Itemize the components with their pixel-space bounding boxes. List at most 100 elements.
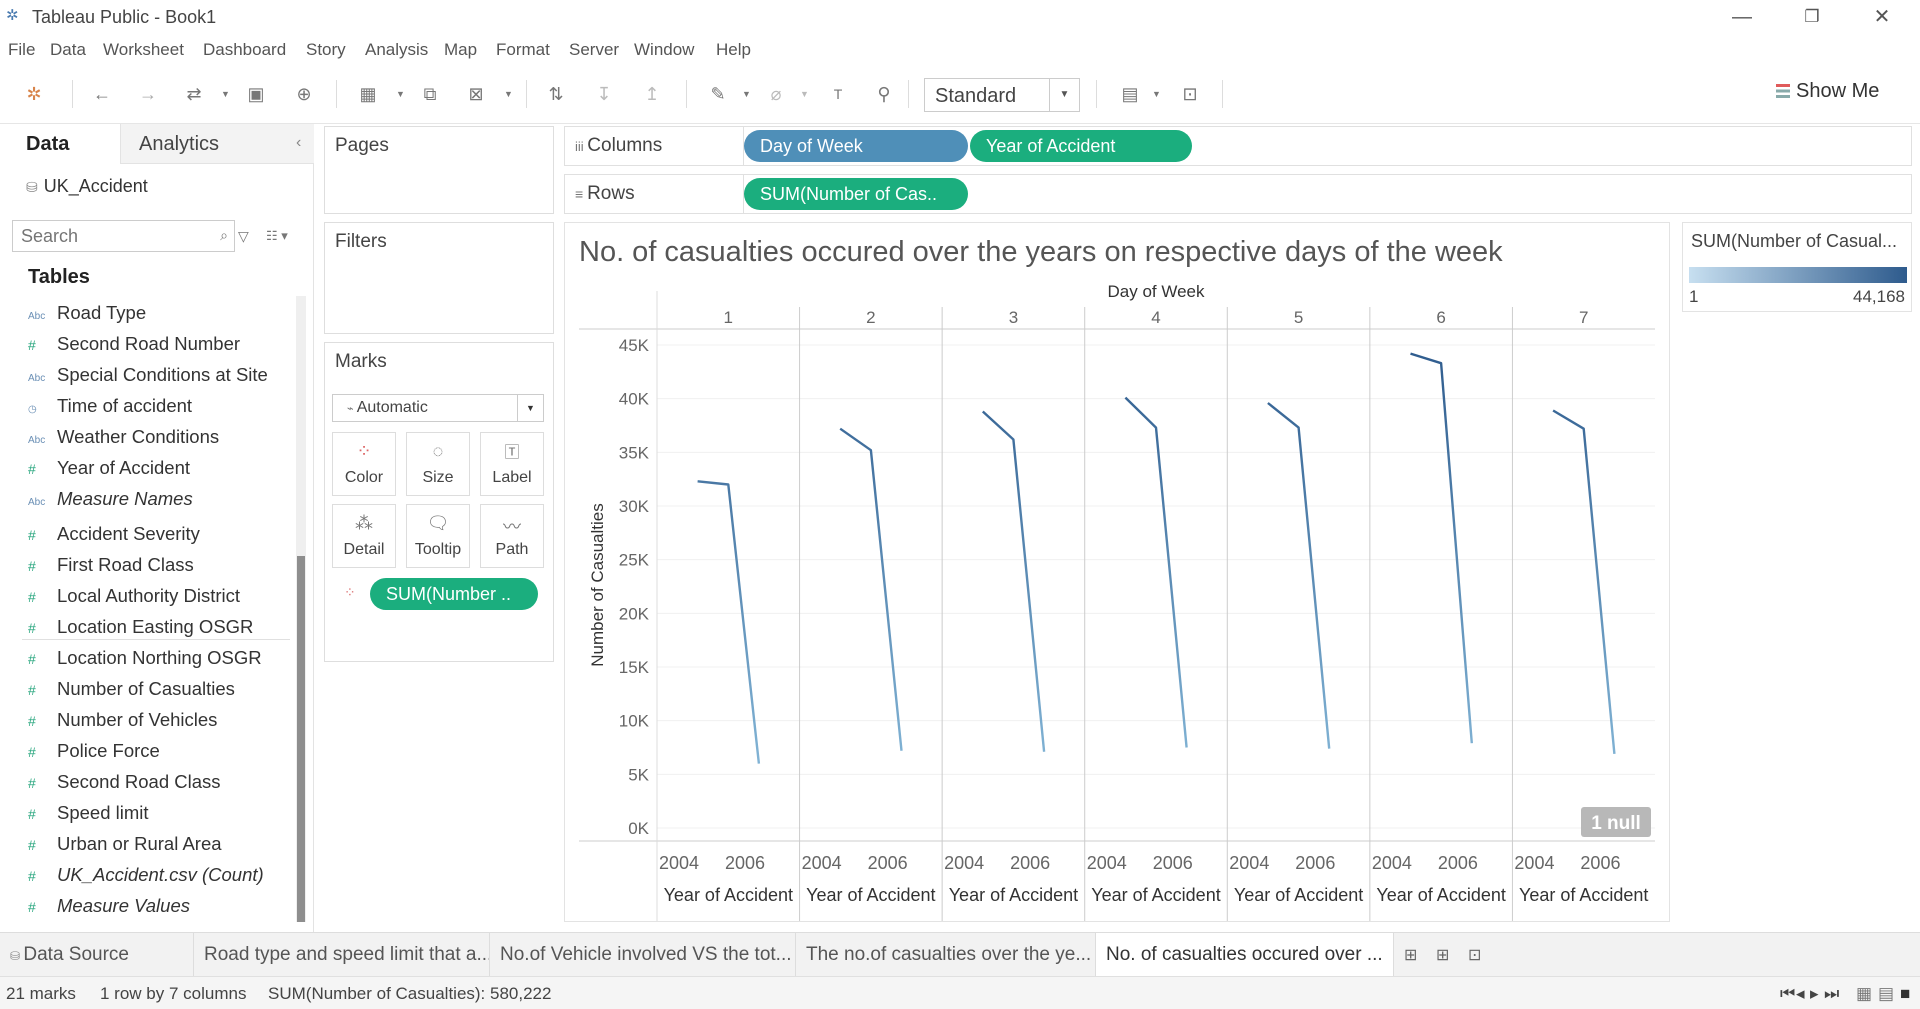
field-item[interactable]: Abc Road Type: [28, 298, 146, 328]
sheet-tab[interactable]: The no.of casualties over the ye...: [796, 933, 1096, 977]
chevron-down-icon[interactable]: ▼: [742, 89, 751, 99]
close-button[interactable]: ✕: [1873, 6, 1891, 28]
search-input[interactable]: [13, 221, 193, 251]
save-icon[interactable]: ▣: [247, 84, 265, 104]
nav-next-icon[interactable]: ▸: [1810, 984, 1819, 1003]
chevron-down-icon[interactable]: ▼: [504, 89, 513, 99]
marks-color-pill[interactable]: SUM(Number ..: [370, 578, 538, 610]
menu-window[interactable]: Window: [634, 40, 695, 59]
show-cards-icon[interactable]: ▤: [1121, 84, 1139, 104]
field-item[interactable]: # Number of Casualties: [28, 674, 235, 704]
sheet-tab[interactable]: No.of Vehicle involved VS the tot...: [490, 933, 796, 977]
presentation-mode-icon[interactable]: ⊡: [1182, 84, 1198, 104]
tableau-home-icon[interactable]: ✲: [26, 84, 42, 104]
view-options-icon[interactable]: ☷ ▾: [266, 228, 288, 243]
menu-story[interactable]: Story: [306, 40, 346, 59]
menu-dashboard[interactable]: Dashboard: [203, 40, 287, 59]
label-button[interactable]: 🅃 Label: [480, 432, 544, 496]
show-me-button[interactable]: Show Me: [1776, 80, 1879, 108]
group-members-icon[interactable]: ⌀: [770, 84, 782, 104]
redo-icon[interactable]: →: [139, 84, 157, 104]
search-field[interactable]: ⌕: [12, 220, 235, 252]
chevron-down-icon[interactable]: ▼: [1152, 89, 1161, 99]
nav-prev-icon[interactable]: ◂: [1796, 984, 1805, 1003]
field-item[interactable]: # Speed limit: [28, 798, 149, 828]
tab-data[interactable]: Data: [0, 124, 120, 164]
menu-data[interactable]: Data: [50, 40, 86, 59]
field-item[interactable]: Abc Weather Conditions: [28, 422, 219, 452]
column-pill-day-of-week[interactable]: Day of Week: [744, 130, 968, 162]
sort-descending-icon[interactable]: ↥: [644, 84, 660, 104]
duplicate-sheet-icon[interactable]: ⧉: [423, 84, 437, 104]
new-worksheet-icon[interactable]: ▦: [359, 84, 377, 104]
swap-rows-columns-icon[interactable]: ⇅: [548, 84, 564, 104]
field-item[interactable]: # Second Road Class: [28, 767, 221, 797]
collapse-pane-icon[interactable]: ‹: [296, 134, 302, 151]
field-item[interactable]: # Local Authority District: [28, 581, 240, 611]
mark-type-select[interactable]: ⌁ Automatic ▼: [332, 394, 544, 422]
nav-last-icon[interactable]: ⏭: [1824, 984, 1840, 1003]
chevron-down-icon[interactable]: ▼: [800, 89, 809, 99]
sheet-tab-active[interactable]: No. of casualties occured over ...: [1096, 933, 1394, 977]
field-item[interactable]: # Year of Accident: [28, 453, 190, 483]
menu-format[interactable]: Format: [496, 40, 550, 59]
size-button[interactable]: ◌ Size: [406, 432, 470, 496]
highlight-icon[interactable]: ✎: [710, 84, 726, 104]
sheet-tab[interactable]: Road type and speed limit that a...: [194, 933, 490, 977]
filmstrip-view-icon[interactable]: ▤: [1878, 984, 1895, 1003]
new-dashboard-icon[interactable]: ⊞: [1436, 947, 1450, 964]
tooltip-button[interactable]: 🗨 Tooltip: [406, 504, 470, 568]
field-item[interactable]: # Urban or Rural Area: [28, 829, 222, 859]
pages-card[interactable]: Pages: [324, 126, 554, 214]
chevron-down-icon[interactable]: ▼: [221, 89, 230, 99]
field-item[interactable]: ◷ Time of accident: [28, 391, 192, 421]
sort-ascending-icon[interactable]: ↧: [596, 84, 612, 104]
field-item[interactable]: # Second Road Number: [28, 329, 240, 359]
detail-button[interactable]: ⁂ Detail: [332, 504, 396, 568]
menu-file[interactable]: File: [8, 40, 36, 59]
chevron-down-icon[interactable]: ▼: [1049, 79, 1079, 111]
filter-icon[interactable]: ▽: [238, 228, 249, 244]
datasource-item[interactable]: ⛁ UK_Accident: [26, 176, 148, 197]
menu-server[interactable]: Server: [569, 40, 620, 59]
new-story-icon[interactable]: ⊡: [1468, 947, 1482, 964]
fix-axes-icon[interactable]: ⚲: [877, 84, 891, 104]
scrollbar-thumb[interactable]: [297, 556, 305, 922]
color-legend[interactable]: SUM(Number of Casual... 1 44,168: [1682, 222, 1912, 312]
field-item[interactable]: # Location Northing OSGR: [28, 643, 262, 673]
chevron-down-icon[interactable]: ▼: [396, 89, 405, 99]
menu-map[interactable]: Map: [444, 40, 478, 59]
filters-card[interactable]: Filters: [324, 222, 554, 334]
field-item[interactable]: Abc Special Conditions at Site: [28, 360, 268, 390]
menu-worksheet[interactable]: Worksheet: [103, 40, 184, 59]
chevron-down-icon[interactable]: ▼: [517, 395, 543, 421]
field-item[interactable]: # Police Force: [28, 736, 160, 766]
tab-analytics[interactable]: Analytics: [120, 124, 314, 164]
menu-help[interactable]: Help: [716, 40, 751, 59]
field-item[interactable]: # Measure Values: [28, 891, 190, 921]
tab-view-icon[interactable]: ■: [1900, 984, 1911, 1003]
show-labels-icon[interactable]: T: [833, 86, 843, 102]
clear-sheet-icon[interactable]: ⊠: [468, 84, 484, 104]
replace-data-icon[interactable]: ⇄: [186, 84, 202, 104]
new-datasource-icon[interactable]: ⊕: [296, 84, 312, 104]
field-item[interactable]: # UK_Accident.csv (Count): [28, 860, 264, 890]
row-pill-sum-casualties[interactable]: SUM(Number of Cas..: [744, 178, 968, 210]
restore-button[interactable]: ❐: [1804, 7, 1820, 26]
data-source-tab[interactable]: ⛁ Data Source: [0, 933, 194, 977]
new-worksheet-icon[interactable]: ⊞: [1404, 947, 1418, 964]
field-item[interactable]: # Accident Severity: [28, 519, 200, 549]
grid-view-icon[interactable]: ▦: [1856, 984, 1873, 1003]
fit-select[interactable]: Standard ▼: [924, 78, 1080, 112]
field-item[interactable]: # First Road Class: [28, 550, 194, 580]
undo-icon[interactable]: ←: [93, 84, 111, 104]
column-pill-year-of-accident[interactable]: Year of Accident: [970, 130, 1192, 162]
path-button[interactable]: 〰 Path: [480, 504, 544, 568]
menu-analysis[interactable]: Analysis: [365, 40, 429, 59]
nav-first-icon[interactable]: ⏮: [1780, 984, 1796, 1003]
field-item[interactable]: Abc Measure Names: [28, 484, 193, 514]
color-button[interactable]: ⁘ Color: [332, 432, 396, 496]
field-item[interactable]: # Number of Vehicles: [28, 705, 217, 735]
field-item[interactable]: # Location Easting OSGR: [28, 612, 253, 642]
minimize-button[interactable]: —: [1732, 6, 1752, 28]
